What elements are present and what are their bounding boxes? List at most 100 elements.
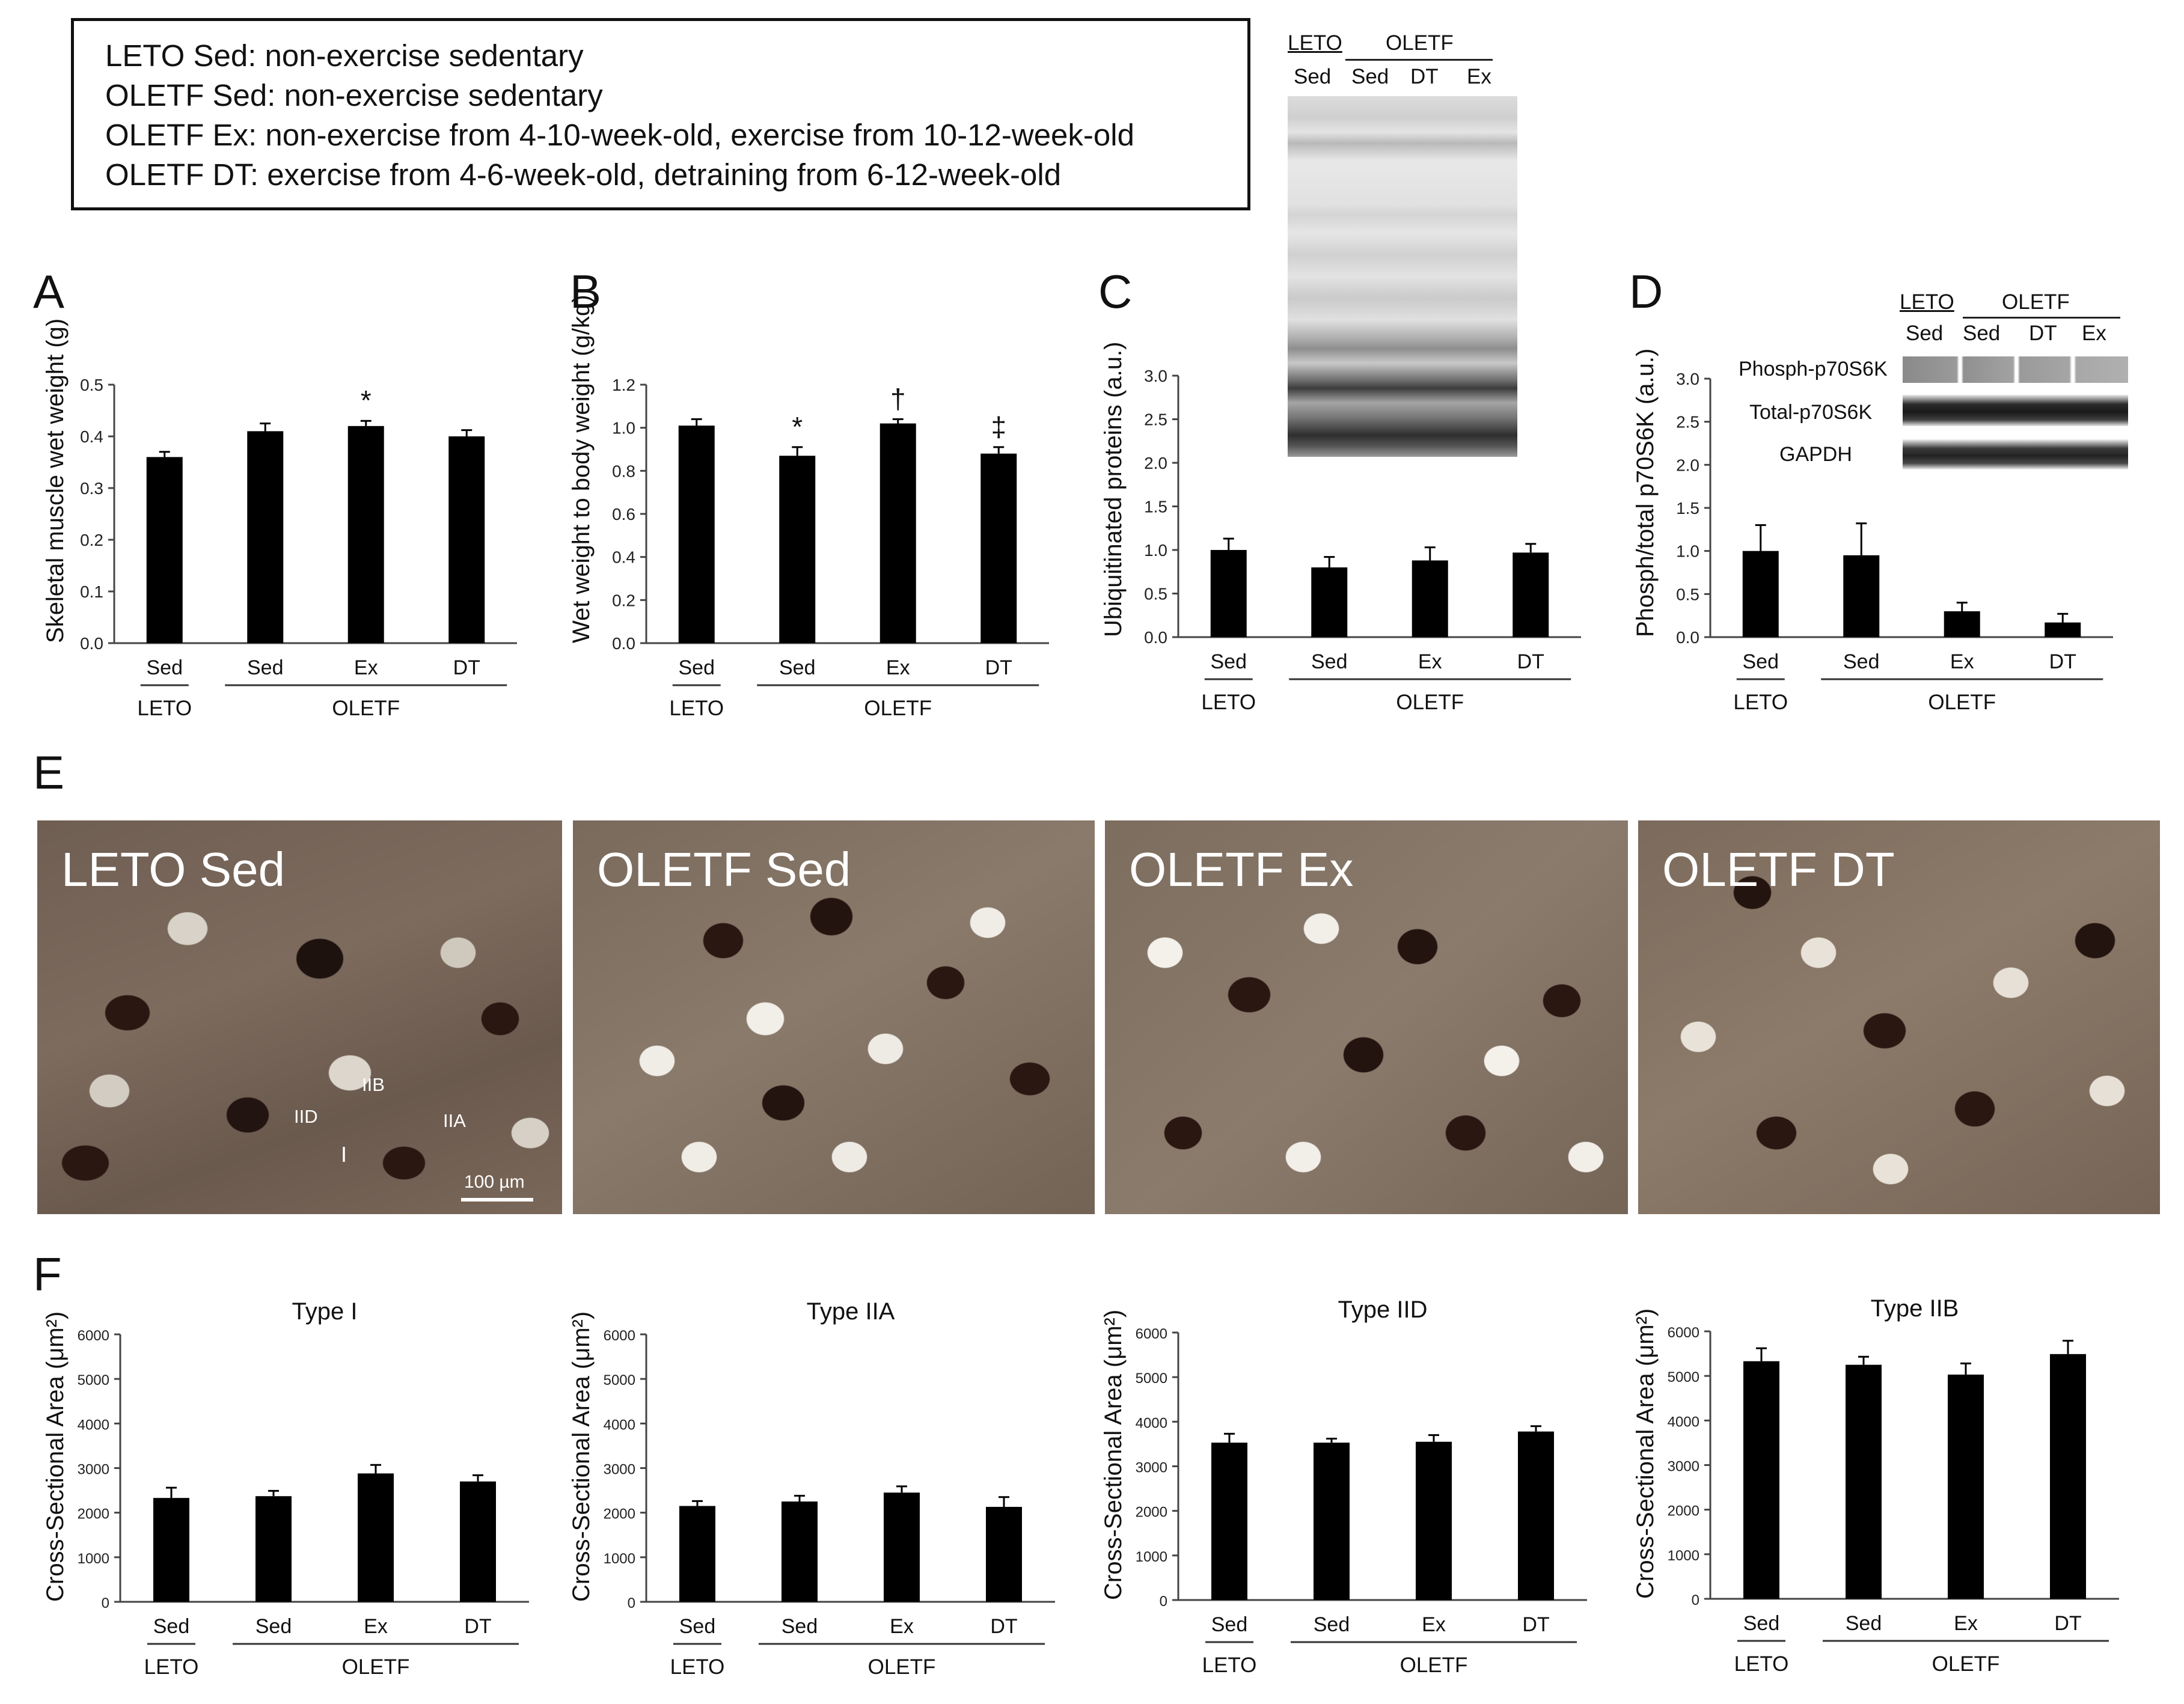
panel-label-c: C [1098, 265, 1133, 318]
fiber-label-iib: IIB [362, 1074, 385, 1095]
y-tick-label: 1.5 [1676, 499, 1699, 518]
histology-title: LETO Sed [61, 843, 286, 896]
group-label-leto: LETO [144, 1655, 199, 1679]
chart-svg: 0.0 0.5 1.0 1.5 2.0 2.5 3.0 Sed Sed Ex DT LETO OLETF [1676, 370, 2113, 714]
y-tick-label: 3.0 [1144, 367, 1167, 385]
y-tick-label: 0 [1160, 1593, 1167, 1610]
y-tick-label: 0.3 [80, 479, 103, 498]
bar [1948, 1374, 1984, 1599]
legend-line: OLETF Sed: non-exercise sedentary [105, 78, 603, 112]
legend-line: LETO Sed: non-exercise sedentary [105, 38, 584, 73]
blot-c-membrane [1288, 96, 1517, 457]
histology-oletf-ex: OLETF Ex [1105, 820, 1628, 1214]
y-tick-label: 3000 [78, 1462, 109, 1478]
y-tick-label: 2.0 [1144, 454, 1167, 472]
group-label-oletf: OLETF [1396, 691, 1464, 714]
legend-line: OLETF Ex: non-exercise from 4-10-week-ol… [105, 118, 1134, 152]
legend-line: OLETF DT: exercise from 4-6-week-old, de… [105, 157, 1062, 192]
blot-c: LETO OLETF Sed Sed DT Ex [1280, 24, 1521, 487]
group-label-oletf: OLETF [1928, 691, 1996, 714]
bar [1513, 552, 1549, 637]
chart-svg: Type IID 0 1000 2000 3000 4000 5000 6000 Sed Sed E… [1136, 1296, 1587, 1677]
group-label-oletf: OLETF [332, 697, 400, 720]
y-tick-label: 5000 [1136, 1370, 1167, 1387]
x-category-label: Sed [255, 1615, 292, 1638]
bar [1211, 1443, 1247, 1600]
bar [347, 426, 384, 643]
y-tick-label: 0.2 [80, 531, 103, 549]
chart-svg: Type IIA 0 1000 2000 3000 4000 5000 6000 Sed Sed E… [604, 1298, 1055, 1679]
x-category-label: DT [2049, 650, 2076, 673]
bar [460, 1481, 496, 1602]
group-label-oletf: OLETF [864, 697, 932, 720]
x-category-label: Sed [679, 656, 715, 679]
group-legend-box: LETO Sed: non-exercise sedentary OLETF S… [71, 18, 1250, 210]
y-tick-label: 0.1 [80, 582, 103, 601]
bar [879, 423, 916, 643]
fiber-label-iia: IIA [443, 1110, 466, 1131]
x-category-label: Sed [1846, 1612, 1882, 1635]
y-tick-label: 1.0 [1676, 542, 1699, 561]
group-label-oletf: OLETF [868, 1655, 936, 1679]
y-tick-label: 1.5 [1144, 498, 1167, 516]
panel-label-d: D [1629, 265, 1663, 318]
bar [1412, 560, 1448, 637]
y-tick-label: 0.6 [612, 505, 635, 524]
x-category-label: Ex [886, 656, 910, 679]
y-tick-label: 3000 [1668, 1459, 1699, 1475]
y-tick-label: 0 [628, 1595, 635, 1611]
y-tick-label: 5000 [604, 1372, 635, 1388]
chart-title: Type I [292, 1298, 358, 1325]
group-label-oletf: OLETF [1932, 1652, 2000, 1676]
x-category-label: Sed [1843, 650, 1880, 673]
y-tick-label: 0.0 [612, 634, 635, 653]
chart-title: Type IID [1338, 1296, 1428, 1323]
x-category-label: Sed [779, 656, 816, 679]
bar [146, 457, 183, 643]
x-category-label: DT [1517, 650, 1544, 673]
blot-c-oletf-rule [1345, 59, 1493, 61]
y-tick-label: 1000 [1668, 1548, 1699, 1564]
y-tick-label: 6000 [78, 1328, 109, 1344]
y-tick-label: 6000 [1136, 1326, 1167, 1342]
x-category-label: DT [464, 1615, 491, 1638]
x-category-label: Ex [1422, 1613, 1446, 1636]
y-tick-label: 2000 [1136, 1504, 1167, 1521]
chart-c-ubiquitinated-proteins: Ubiquitinated proteins (a.u.) 0.0 0.5 1.0 1.… [1100, 337, 1605, 739]
bar [255, 1496, 292, 1602]
bar [1743, 1361, 1779, 1599]
y-tick-label: 4000 [604, 1417, 635, 1433]
bar [1742, 551, 1779, 637]
y-tick-label: 4000 [1136, 1415, 1167, 1431]
x-category-label: DT [1522, 1613, 1549, 1636]
chart-svg: 0.0 0.1 0.2 0.3 0.4 0.5 Sed Sed * Ex DT LETO OLETF [80, 376, 517, 720]
group-label-leto: LETO [670, 1655, 725, 1679]
chart-f-type-iid: Cross-Sectional Area (μm²) Type IID 0 1000 2… [1100, 1289, 1611, 1702]
blot-c-header-oletf: OLETF [1386, 31, 1454, 55]
bar [782, 1501, 818, 1602]
bar [679, 1506, 715, 1602]
x-category-label: Ex [1950, 650, 1974, 673]
chart-a-muscle-wet-weight: Skeletal muscle wet weight (g) 0.0 0.1 0.2 0… [42, 319, 541, 745]
panel-label-f: F [33, 1248, 62, 1301]
bar [1843, 555, 1880, 637]
y-tick-label: 0.5 [1144, 585, 1167, 603]
x-category-label: DT [2054, 1612, 2081, 1635]
y-tick-label: 0.4 [80, 427, 103, 446]
y-tick-label: 0.0 [1676, 628, 1699, 647]
chart-svg: Type IIB 0 1000 2000 3000 4000 5000 6000 Sed Sed E… [1668, 1295, 2119, 1676]
y-tick-label: 6000 [1668, 1325, 1699, 1341]
scale-bar-label: 100 µm [464, 1172, 525, 1192]
y-tick-label: 0.0 [1144, 628, 1167, 647]
histology-leto-sed: LETO Sed IID IIB IIA I 100 µm [37, 820, 562, 1214]
y-tick-label: 4000 [78, 1417, 109, 1433]
x-category-label: Sed [1314, 1613, 1350, 1636]
bar [779, 456, 816, 643]
blot-d-lane-label: Ex [2082, 322, 2106, 345]
chart-svg: 0.0 0.5 1.0 1.5 2.0 2.5 3.0 Sed Sed Ex DT LETO OLETF [1144, 367, 1581, 714]
x-category-label: Sed [153, 1615, 190, 1638]
chart-f-type-iia: Cross-Sectional Area (μm²) Type IIA 0 1000 2… [568, 1289, 1079, 1704]
y-tick-label: 0 [102, 1595, 109, 1611]
blot-c-header-leto: LETO [1288, 31, 1342, 55]
chart-svg: 0.0 0.2 0.4 0.6 0.8 1.0 1.2 Sed * Sed † Ex ‡ DT LETO OL… [612, 376, 1049, 720]
